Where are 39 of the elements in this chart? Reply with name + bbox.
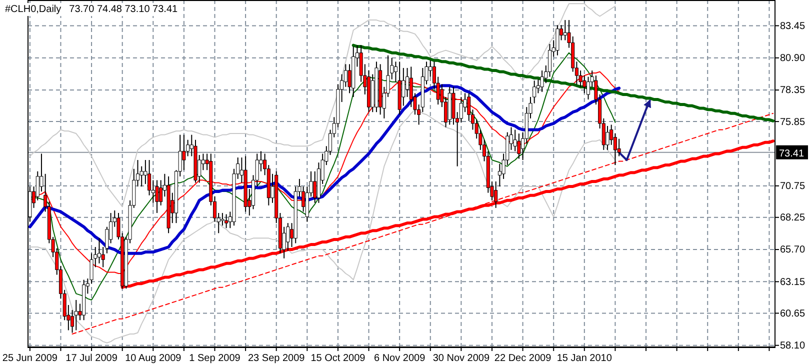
candlestick (540, 70, 544, 92)
y-tick-label: 60.65 (780, 308, 806, 320)
candlestick (182, 134, 186, 171)
y-tick-label: 63.15 (780, 276, 806, 288)
candlestick (517, 133, 521, 160)
candlestick (155, 180, 159, 214)
chart-subtitle: 73.70 74.48 73.10 73.41 (69, 4, 178, 15)
candlestick (74, 299, 78, 331)
y-tick-label: 80.90 (780, 53, 806, 64)
candlestick (140, 166, 144, 187)
candlestick (313, 170, 317, 204)
y-tick-label: 78.35 (780, 85, 806, 96)
x-tick-label: 25 Jun 2009 (2, 353, 58, 364)
x-tick-label: 23 Sep 2009 (248, 353, 306, 364)
candlestick (97, 238, 101, 264)
x-tick-label: 17 Jul 2009 (66, 353, 118, 364)
x-tick-label: 15 Jan 2010 (556, 353, 612, 364)
candlestick (402, 67, 406, 106)
candlestick (606, 125, 610, 150)
line-series (72, 112, 774, 335)
x-tick-label: 6 Nov 2009 (374, 353, 426, 364)
ref-line-label: 73.41 (779, 148, 804, 160)
y-tick-label: 75.85 (780, 116, 806, 128)
candlestick (556, 24, 560, 56)
candlestick (220, 212, 224, 226)
chart-title: #CLH0,Daily (5, 4, 62, 15)
x-tick-label: 1 Sep 2009 (189, 353, 241, 364)
candlestick (224, 214, 228, 229)
candlestick (563, 20, 567, 41)
y-tick-label: 70.75 (780, 181, 806, 192)
x-tick-label: 15 Oct 2009 (310, 353, 366, 364)
y-tick-label: 65.70 (780, 244, 806, 256)
y-tick-label: 83.45 (780, 20, 806, 32)
y-tick-label: 58.10 (780, 340, 806, 352)
x-tick-label: 22 Dec 2009 (494, 353, 552, 364)
x-tick-label: 30 Nov 2009 (432, 353, 490, 364)
x-tick-label: 10 Aug 2009 (125, 353, 182, 364)
candlestick (494, 180, 498, 208)
y-tick-label: 68.25 (780, 212, 806, 224)
